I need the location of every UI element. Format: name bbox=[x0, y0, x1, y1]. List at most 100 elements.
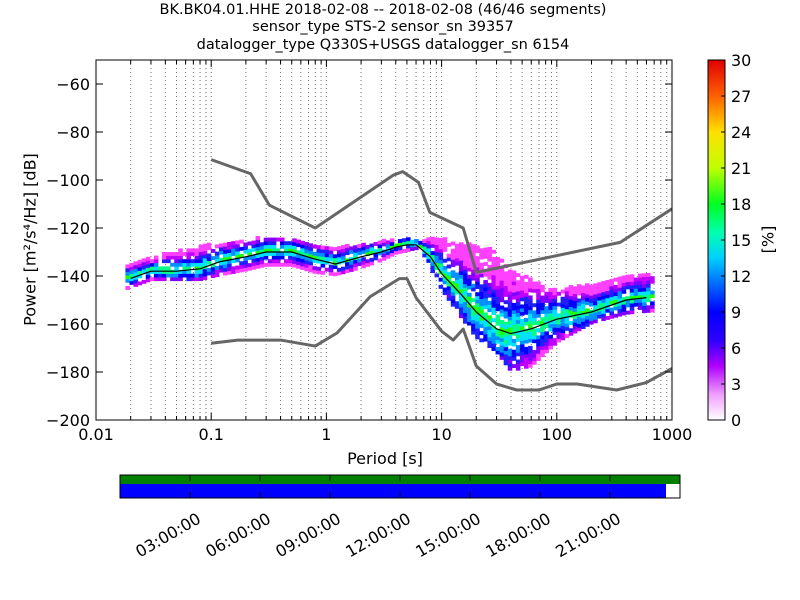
heatmap-cell bbox=[511, 353, 517, 358]
heatmap-cell bbox=[532, 310, 537, 315]
heatmap-cell bbox=[462, 316, 468, 321]
heatmap-cell bbox=[576, 316, 582, 321]
heatmap-cell bbox=[125, 275, 130, 280]
heatmap-cell bbox=[410, 247, 415, 251]
heatmap-cell bbox=[137, 270, 143, 275]
heatmap-cell bbox=[153, 270, 159, 274]
heatmap-cell bbox=[568, 299, 574, 304]
heatmap-cell bbox=[186, 255, 191, 260]
new-high-noise-model bbox=[210, 158, 672, 274]
chart-title-3: datalogger_type Q330S+USGS datalogger_sn… bbox=[196, 37, 570, 53]
heatmap-cell bbox=[483, 330, 488, 335]
heatmap-cell bbox=[198, 248, 204, 253]
heatmap-cell bbox=[198, 244, 204, 249]
heatmap-cell bbox=[458, 314, 464, 319]
heatmap-cell bbox=[365, 252, 370, 257]
heatmap-cell bbox=[483, 254, 488, 259]
x-tick-label: 100 bbox=[542, 425, 573, 444]
heatmap-cell bbox=[552, 330, 558, 335]
heatmap-cell bbox=[621, 289, 627, 294]
heatmap-cell bbox=[503, 357, 509, 362]
heatmap-cell bbox=[524, 354, 529, 358]
heatmap-cell bbox=[572, 304, 578, 309]
heatmap-cell bbox=[462, 301, 468, 306]
heatmap-cell bbox=[491, 275, 497, 279]
heatmap-cell bbox=[324, 267, 330, 272]
heatmap-cell bbox=[560, 289, 566, 294]
heatmap-cell bbox=[467, 314, 472, 319]
heatmap-cell bbox=[255, 239, 261, 244]
heatmap-cell bbox=[548, 305, 553, 310]
heatmap-cell bbox=[511, 310, 517, 315]
heatmap-cell bbox=[532, 321, 537, 326]
heatmap-cell bbox=[471, 287, 476, 292]
heatmap-cell bbox=[528, 327, 533, 332]
heatmap-cell bbox=[564, 319, 570, 324]
heatmap-cell bbox=[540, 317, 545, 322]
heatmap-cell bbox=[194, 255, 200, 260]
heatmap-cell bbox=[641, 294, 647, 299]
heatmap-cell bbox=[536, 357, 541, 361]
heatmap-cell bbox=[605, 308, 610, 313]
heatmap-cell bbox=[503, 307, 509, 312]
heatmap-cell bbox=[442, 258, 448, 263]
heatmap-cell bbox=[462, 294, 468, 299]
heatmap-cell bbox=[316, 270, 322, 275]
y-tick-label: −80 bbox=[56, 123, 90, 142]
heatmap-cell bbox=[454, 243, 460, 248]
heatmap-cell bbox=[157, 266, 163, 271]
heatmap-cell bbox=[223, 271, 228, 276]
heatmap-cell bbox=[499, 294, 505, 299]
heatmap-cell bbox=[458, 242, 464, 247]
heatmap-cell bbox=[540, 353, 545, 358]
heatmap-cell bbox=[641, 287, 647, 292]
heatmap-cell bbox=[532, 335, 537, 340]
heatmap-cell bbox=[434, 251, 440, 256]
heatmap-cell bbox=[296, 239, 301, 244]
heatmap-cell bbox=[125, 268, 130, 272]
heatmap-cell bbox=[202, 247, 208, 252]
heatmap-cell bbox=[613, 299, 619, 304]
heatmap-cell bbox=[292, 259, 297, 264]
heatmap-cell bbox=[499, 312, 505, 317]
heatmap-cell bbox=[133, 275, 139, 280]
chart-title-2: sensor_type STS-2 sensor_sn 39357 bbox=[252, 19, 514, 35]
heatmap-cell bbox=[536, 335, 541, 340]
heatmap-cell bbox=[129, 262, 135, 267]
heatmap-cell bbox=[446, 286, 452, 291]
heatmap-cell bbox=[519, 358, 525, 363]
heatmap-cell bbox=[328, 250, 334, 255]
heatmap-cell bbox=[491, 303, 497, 308]
heatmap-cell bbox=[438, 259, 444, 264]
heatmap-cell bbox=[153, 259, 159, 264]
heatmap-cell bbox=[450, 241, 456, 246]
heatmap-cell bbox=[462, 308, 468, 313]
heatmap-cell bbox=[332, 254, 338, 259]
heatmap-cell bbox=[202, 243, 208, 248]
colorbar-tick-label: 6 bbox=[731, 339, 741, 358]
heatmap-cell bbox=[646, 290, 651, 295]
heatmap-cell bbox=[560, 300, 566, 305]
heatmap-cell bbox=[511, 328, 517, 333]
heatmap-cell bbox=[450, 291, 456, 296]
heatmap-cell bbox=[125, 278, 130, 283]
heatmap-cell bbox=[178, 273, 183, 278]
heatmap-cell bbox=[227, 256, 232, 261]
heatmap-cell bbox=[231, 244, 236, 249]
heatmap-cell bbox=[487, 257, 492, 262]
heatmap-cell bbox=[373, 252, 379, 257]
heatmap-cell bbox=[210, 263, 216, 268]
heatmap-cell bbox=[162, 259, 167, 264]
heatmap-cell bbox=[491, 257, 497, 261]
heatmap-cell bbox=[349, 267, 354, 272]
heatmap-cell bbox=[418, 240, 423, 245]
heatmap-cell bbox=[129, 266, 135, 271]
heatmap-cell bbox=[495, 289, 501, 294]
heatmap-cell bbox=[170, 277, 175, 282]
heatmap-cell bbox=[467, 282, 472, 286]
heatmap-cell bbox=[503, 336, 509, 341]
heatmap-cell bbox=[471, 330, 476, 335]
heatmap-cell bbox=[605, 297, 610, 302]
heatmap-cell bbox=[243, 242, 248, 247]
heatmap-cell bbox=[528, 281, 533, 285]
